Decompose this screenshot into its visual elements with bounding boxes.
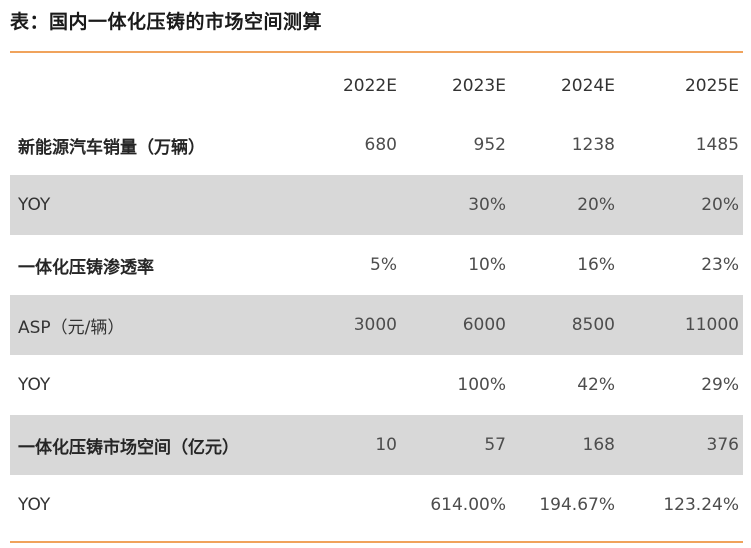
- table-cell: 42%: [577, 375, 615, 395]
- row-label: 新能源汽车销量（万辆）: [18, 137, 205, 158]
- table-cell: 1238: [571, 135, 615, 155]
- table-row: 新能源汽车销量（万辆） 680 952 1238 1485: [10, 115, 743, 175]
- table-cell: 16%: [577, 255, 615, 275]
- row-label: ASP（元/辆）: [18, 317, 125, 338]
- table-cell: 376: [706, 435, 739, 455]
- table-title: 表：国内一体化压铸的市场空间测算: [10, 11, 323, 33]
- table-cell: [301, 175, 410, 235]
- row-label: 一体化压铸渗透率: [18, 257, 154, 278]
- column-header: 2022E: [342, 76, 397, 96]
- table-cell: 23%: [701, 255, 739, 275]
- table-cell: 100%: [457, 375, 506, 395]
- table-cell: 20%: [577, 195, 615, 215]
- row-label: YOY: [18, 375, 51, 395]
- table-cell: 8500: [571, 315, 615, 335]
- header-corner: [10, 57, 301, 115]
- bottom-rule: [10, 541, 743, 543]
- table-body: 新能源汽车销量（万辆） 680 952 1238 1485 YOY 30% 20% 20% 一体化…: [10, 115, 743, 535]
- table-row: ASP（元/辆） 3000 6000 8500 11000: [10, 295, 743, 355]
- table-cell: 6000: [462, 315, 506, 335]
- table-cell: 11000: [684, 315, 739, 335]
- table-cell: [301, 475, 410, 535]
- row-label: YOY: [18, 495, 51, 515]
- table-cell: 5%: [370, 255, 397, 275]
- table-row: 一体化压铸市场空间（亿元） 10 57 168 376: [10, 415, 743, 475]
- table-row: YOY 614.00% 194.67% 123.24%: [10, 475, 743, 535]
- table-cell: 952: [473, 135, 506, 155]
- table-cell: 20%: [701, 195, 739, 215]
- table-cell: 168: [582, 435, 615, 455]
- table-cell: 10: [375, 435, 397, 455]
- column-header: 2023E: [451, 76, 506, 96]
- table-cell: 1485: [695, 135, 739, 155]
- table-cell: [301, 355, 410, 415]
- table-cell: 194.67%: [539, 495, 615, 515]
- table-cell: 57: [484, 435, 506, 455]
- table-cell: 30%: [468, 195, 506, 215]
- table-row: 一体化压铸渗透率 5% 10% 16% 23%: [10, 235, 743, 295]
- table-cell: 123.24%: [663, 495, 739, 515]
- table-cell: 3000: [353, 315, 397, 335]
- row-label: YOY: [18, 195, 51, 215]
- row-label: 一体化压铸市场空间（亿元）: [18, 437, 239, 458]
- table-row: YOY 30% 20% 20%: [10, 175, 743, 235]
- table-row: YOY 100% 42% 29%: [10, 355, 743, 415]
- table-cell: 29%: [701, 375, 739, 395]
- table-cell: 614.00%: [430, 495, 506, 515]
- column-header: 2024E: [560, 76, 615, 96]
- market-size-table: 2022E 2023E 2024E 2025E 新能源汽车销量（万辆） 680 95…: [10, 57, 743, 535]
- column-header: 2025E: [684, 76, 739, 96]
- table-cell: 10%: [468, 255, 506, 275]
- top-rule: [10, 51, 743, 53]
- header-row: 2022E 2023E 2024E 2025E: [10, 57, 743, 115]
- table-cell: 680: [364, 135, 397, 155]
